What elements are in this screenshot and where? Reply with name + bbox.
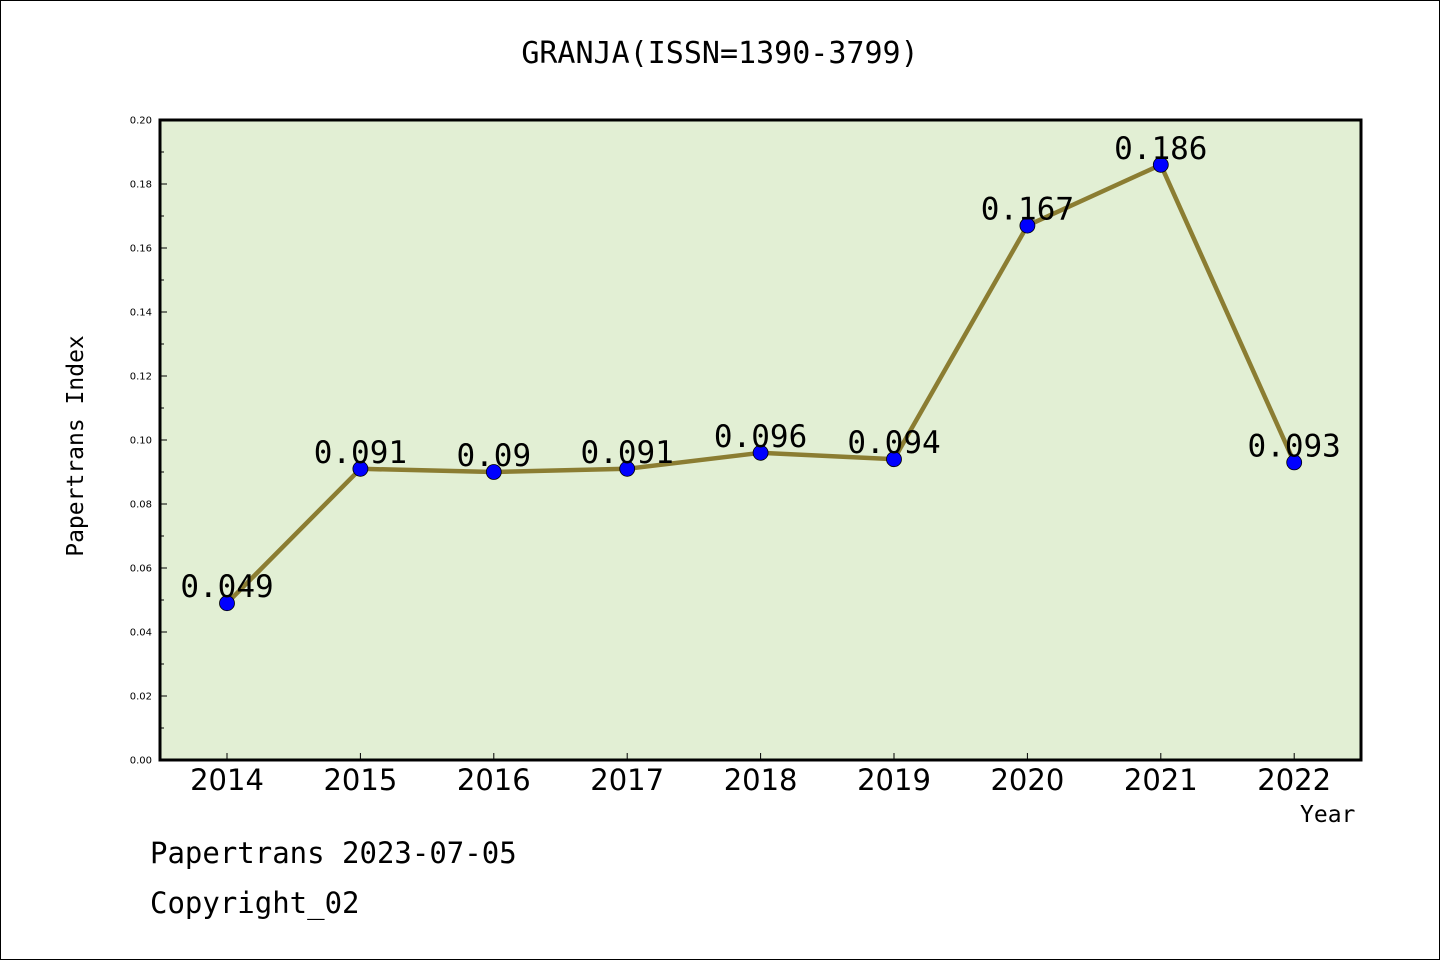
y-tick-label: 0.18 [130,180,152,191]
data-point [219,595,235,612]
y-tick-label: 0.14 [130,308,152,319]
data-point [485,464,502,480]
data-label: 0.093 [1248,428,1341,464]
data-point [1286,454,1303,471]
data-point [752,444,769,461]
y-tick-label: 0.20 [130,116,152,127]
chart-title: GRANJA(ISSN=1390-3799) [521,36,919,71]
data-point [619,460,636,477]
data-label: 0.096 [714,419,807,455]
y-tick-label: 0.08 [130,500,152,511]
data-point [886,451,902,468]
x-tick-label: 2022 [1257,763,1331,797]
data-label: 0.09 [456,438,531,474]
footer-date: Papertrans 2023-07-05 [150,836,517,870]
y-tick-label: 0.00 [130,756,152,767]
y-tick-label: 0.12 [130,372,152,383]
y-tick-label: 0.04 [130,628,152,639]
data-point [1019,217,1036,234]
data-label: 0.049 [180,569,273,605]
y-tick-label: 0.02 [130,692,152,703]
data-point [1152,156,1169,173]
data-label: 0.094 [847,425,940,461]
x-tick-label: 2019 [857,763,931,797]
x-tick-label: 2020 [990,763,1064,797]
x-tick-label: 2021 [1124,763,1198,797]
x-tick-label: 2018 [724,763,798,797]
x-tick-label: 2017 [590,763,664,797]
data-label: 0.186 [1114,131,1207,167]
data-label: 0.091 [581,435,674,471]
x-tick-label: 2015 [323,763,397,797]
data-label: 0.091 [314,435,407,471]
plot-frame [158,118,1363,762]
y-tick-label: 0.10 [130,436,152,447]
x-axis-label: Year [1300,802,1356,828]
footer-copyright: Copyright_02 [150,886,360,920]
x-tick-label: 2014 [190,763,264,797]
y-tick-label: 0.16 [130,244,152,255]
data-label: 0.167 [981,192,1074,228]
plot-area [160,120,1361,760]
x-tick-label: 2016 [457,763,531,797]
data-point [352,460,369,477]
y-tick-label: 0.06 [130,564,152,575]
